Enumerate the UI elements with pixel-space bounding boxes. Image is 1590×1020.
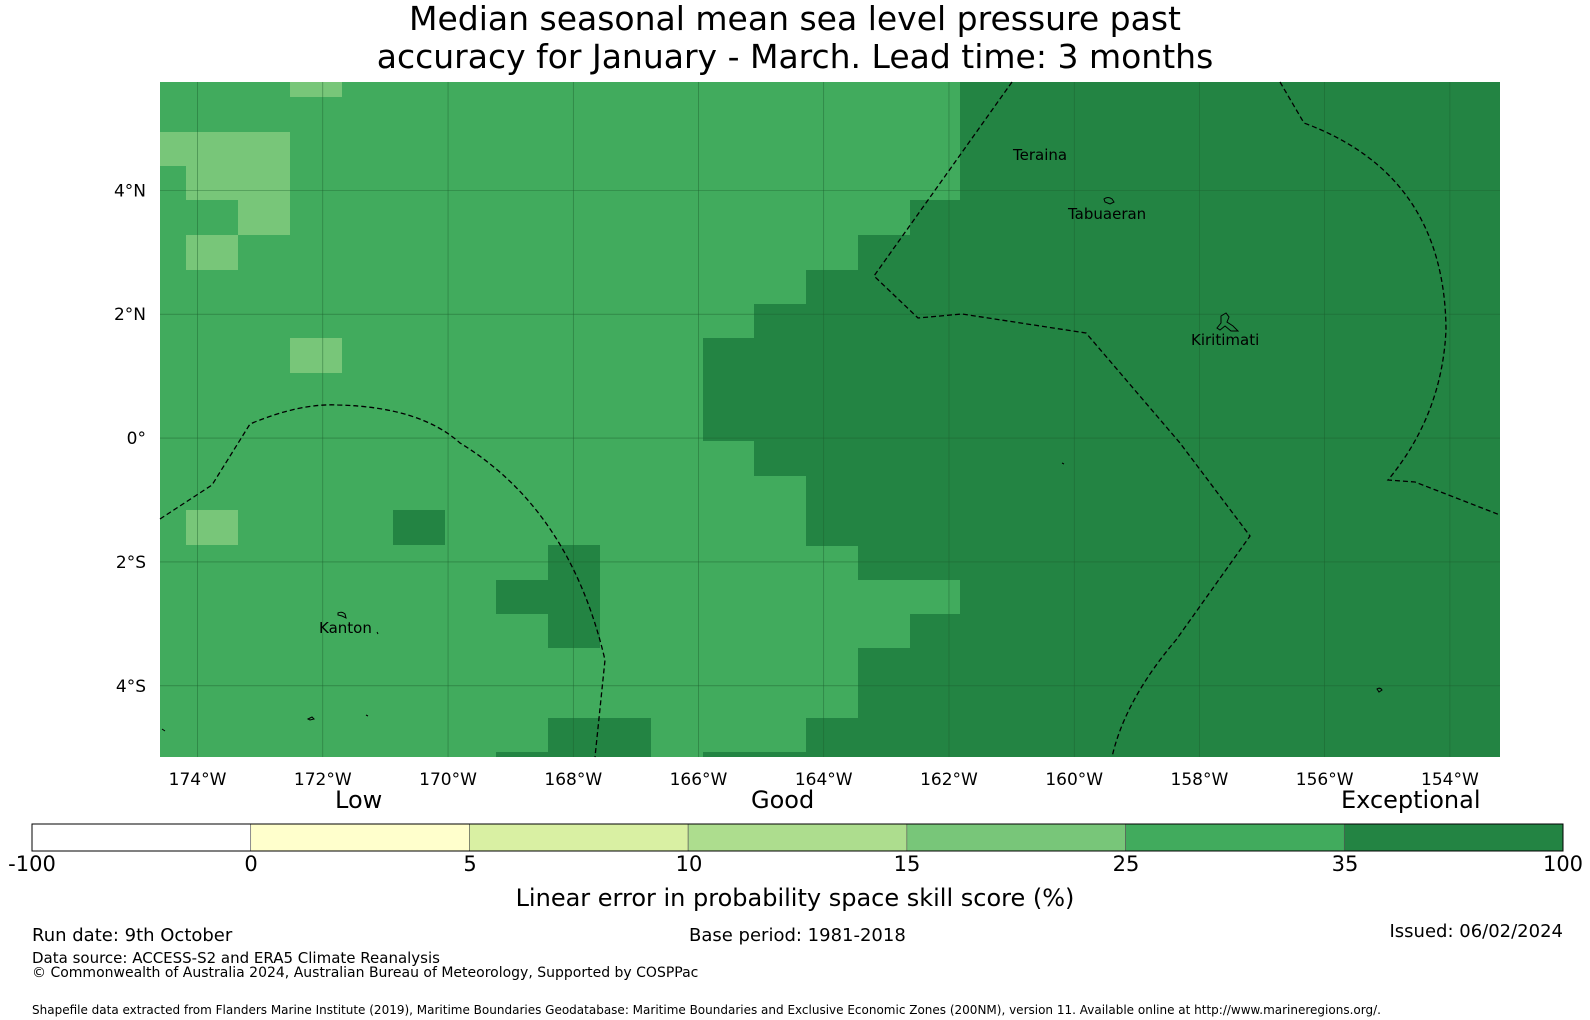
longitude-tick-label: 168°W <box>544 770 602 790</box>
map-title-line-1: Median seasonal mean sea level pressure … <box>409 0 1181 38</box>
skill-cell <box>496 752 548 757</box>
longitude-tick-label: 158°W <box>1171 770 1229 790</box>
skill-cell <box>290 82 342 97</box>
islet-outline <box>1376 687 1383 693</box>
category-label-good: Good <box>751 786 815 814</box>
base-period: Base period: 1981-2018 <box>689 925 906 946</box>
latitude-tick-label: 4°N <box>114 181 146 201</box>
copyright-notice: © Commonwealth of Australia 2024, Austra… <box>32 965 699 981</box>
kanton-island-outline <box>337 611 347 619</box>
skill-cell <box>290 338 342 373</box>
tabuaeran-island-outline <box>1103 197 1115 205</box>
category-label-low: Low <box>335 786 383 814</box>
exceptional-skill-region <box>703 82 1500 757</box>
issued-date: Issued: 06/02/2024 <box>1389 921 1563 942</box>
skill-cell <box>703 752 806 757</box>
latitude-tick-label: 2°S <box>116 553 146 573</box>
place-label-kiritimati: Kiritimati <box>1191 331 1259 349</box>
kanton-eez-boundary <box>159 404 606 758</box>
colorbar-tick-label: 15 <box>893 852 921 876</box>
longitude-tick-label: 156°W <box>1296 770 1354 790</box>
longitude-tick-label: 166°W <box>670 770 728 790</box>
colorbar-segment <box>906 823 1126 852</box>
longitude-tick-label: 160°W <box>1045 770 1103 790</box>
colorbar-frame <box>31 823 1564 852</box>
longitude-tick-label: 162°W <box>920 770 978 790</box>
colorbar-tick-label: 25 <box>1112 852 1140 876</box>
longitude-tick-label: 172°W <box>294 770 352 790</box>
longitude-tick-label: 170°W <box>419 770 477 790</box>
colorbar-tick-label: -100 <box>8 852 56 876</box>
map-title-line-2: accuracy for January - March. Lead time:… <box>376 37 1214 76</box>
longitude-tick-label: 164°W <box>795 770 853 790</box>
colorbar-tick-label: 100 <box>1542 852 1584 876</box>
colorbar-label: Linear error in probability space skill … <box>515 884 1075 912</box>
kiritimati-eez-boundary <box>1279 81 1501 516</box>
longitude-tick-label: 174°W <box>169 770 227 790</box>
colorbar-tick-label: 10 <box>675 852 703 876</box>
place-label-kanton: Kanton <box>319 619 372 637</box>
islet-outline <box>1061 462 1065 465</box>
colorbar <box>31 823 1564 852</box>
graticule: 174°W 172°W 170°W 168°W 166°W 164°W 162°W 160°W… <box>114 82 1500 790</box>
kiritimati-island-outline <box>1216 312 1240 332</box>
skill-cell <box>393 510 445 545</box>
shapefile-credit: Shapefile data extracted from Flanders M… <box>32 1003 1381 1017</box>
islet-outline <box>376 631 379 635</box>
islands <box>161 197 1383 732</box>
latitude-tick-label: 2°N <box>114 305 146 325</box>
longitude-tick-label: 154°W <box>1421 770 1479 790</box>
colorbar-segment <box>250 823 470 852</box>
line-islands-eez-boundary <box>873 81 1251 758</box>
latitude-tick-label: 0° <box>127 429 146 449</box>
islet-outline <box>306 716 315 721</box>
maritime-boundaries <box>159 81 1501 758</box>
data-source: Data source: ACCESS-S2 and ERA5 Climate … <box>32 949 440 967</box>
category-label-exceptional: Exceptional <box>1341 786 1481 814</box>
colorbar-segment <box>31 823 252 852</box>
colorbar-tick-label: 5 <box>463 852 477 876</box>
colorbar-segment <box>1343 823 1564 852</box>
islet-outline <box>161 728 166 732</box>
place-label-teraina: Teraina <box>1012 146 1067 164</box>
lighter-skill-region <box>160 132 290 235</box>
skill-cell <box>186 510 238 545</box>
map-title: Median seasonal mean sea level pressure … <box>0 0 1590 76</box>
colorbar-segment <box>1125 823 1345 852</box>
skill-cell <box>548 718 651 757</box>
islet-outline <box>365 714 369 717</box>
skill-cell <box>186 235 238 270</box>
colorbar-tick-label: 35 <box>1331 852 1359 876</box>
colorbar-segment <box>469 823 689 852</box>
colorbar-tick-label: 0 <box>244 852 258 876</box>
run-date: Run date: 9th October <box>32 925 233 946</box>
colorbar-segment <box>687 823 908 852</box>
place-label-tabuaeran: Tabuaeran <box>1067 205 1146 223</box>
latitude-tick-label: 4°S <box>116 677 146 697</box>
